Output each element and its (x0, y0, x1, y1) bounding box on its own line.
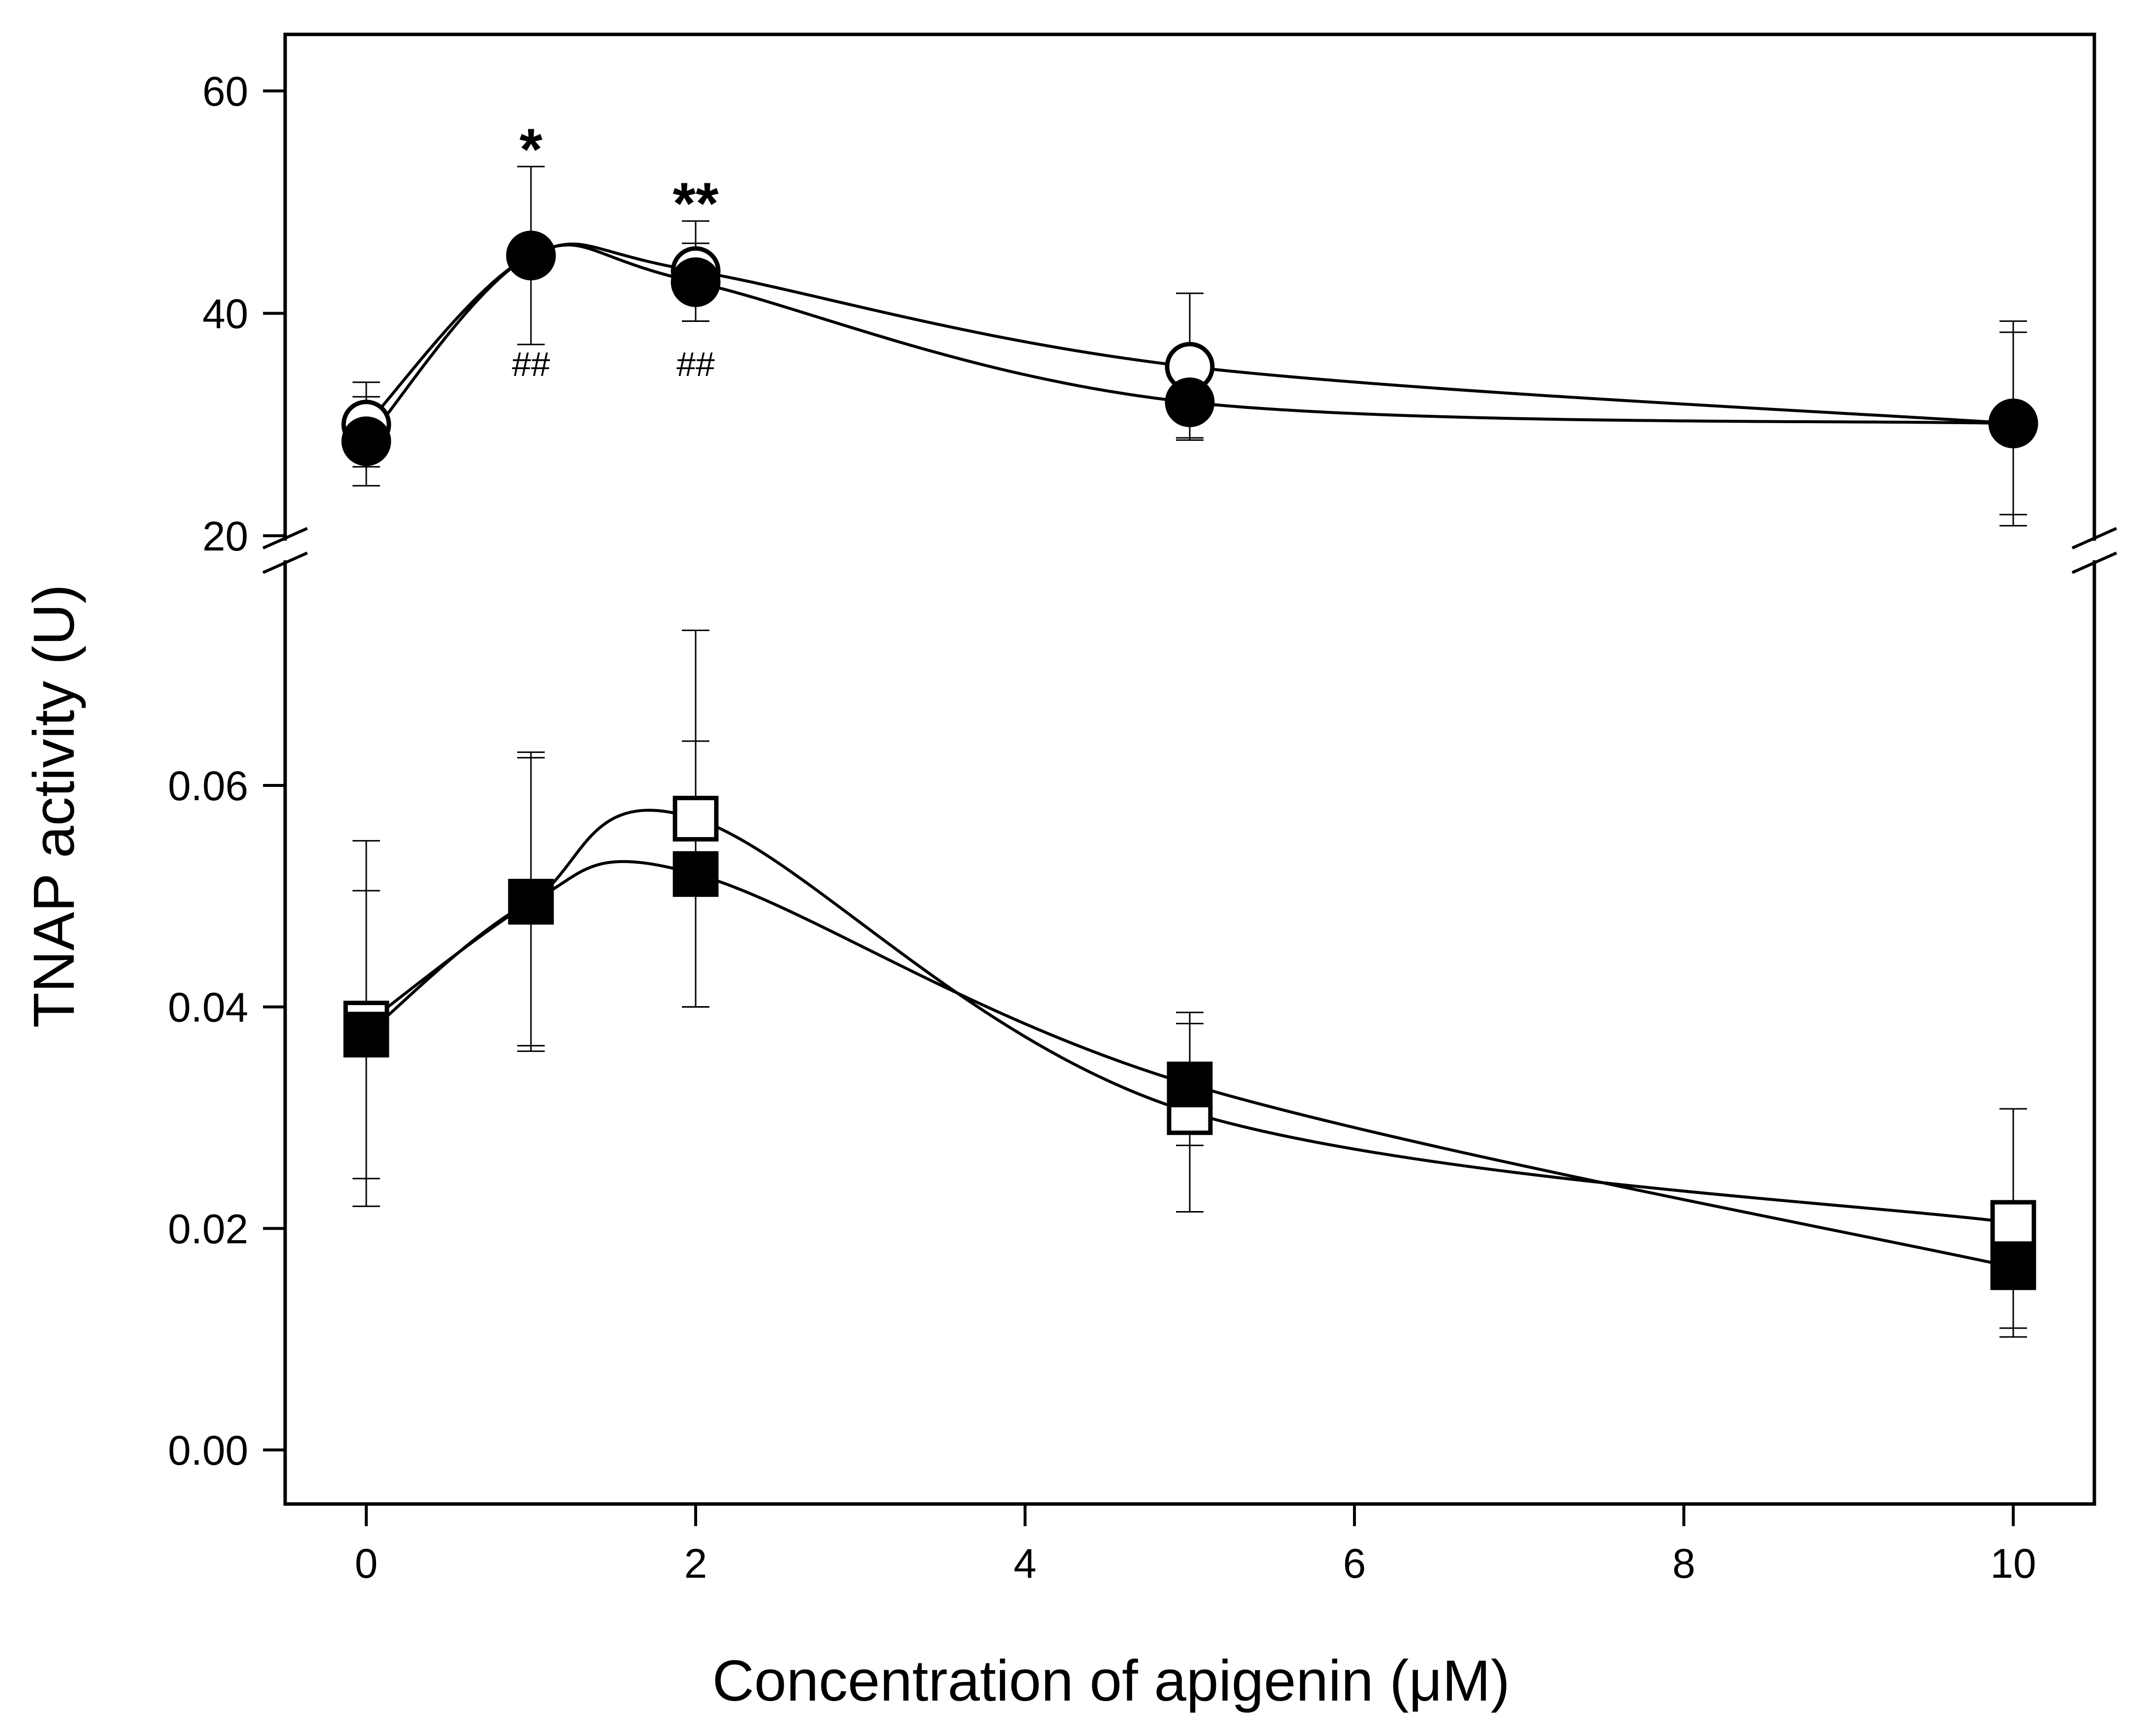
marker-filled-squares (508, 879, 554, 925)
axis-break-mark (262, 551, 308, 574)
axis-break-mark (2071, 527, 2117, 550)
x-tick-label: 8 (1673, 1540, 1696, 1587)
marker-open-squares (673, 796, 719, 842)
x-tick-label: 2 (684, 1540, 707, 1587)
marker-filled-squares (1167, 1061, 1213, 1107)
axis-ticks: 0 2 4 6 8 10 20 40 60 0.00 0.02 0.04 0.06 (168, 68, 2036, 1587)
marker-filled-circles (1988, 398, 2038, 448)
y-tick-label-lower: 0.02 (168, 1206, 249, 1252)
frame-upper (283, 32, 2096, 541)
marker-open-squares (1990, 1200, 2036, 1246)
marker-filled-circles (341, 416, 391, 466)
y-tick-label-lower: 0.04 (168, 984, 249, 1031)
y-tick-label-lower: 0.00 (168, 1427, 249, 1474)
significance-hash: ## (676, 345, 715, 383)
marker-filled-circles (671, 257, 721, 307)
marker-filled-squares (673, 851, 719, 897)
x-tick-label: 6 (1343, 1540, 1366, 1587)
x-tick-label: 4 (1014, 1540, 1037, 1587)
x-tick-label: 0 (355, 1540, 378, 1587)
marker-filled-circles (506, 231, 556, 281)
data-markers (341, 231, 2038, 1290)
axis-break-gap (2092, 542, 2096, 559)
x-axis-title: Concentration of apigenin (μM) (712, 1649, 1510, 1713)
marker-filled-squares (1990, 1244, 2036, 1290)
y-tick-label-lower: 0.06 (168, 763, 249, 809)
y-tick-label-upper: 20 (203, 513, 248, 559)
frame-lower (283, 560, 2096, 1506)
axis-break-gap (283, 542, 287, 559)
y-tick-label-upper: 60 (203, 68, 248, 115)
marker-filled-squares (343, 1012, 389, 1058)
significance-annotations: ***## ## (512, 116, 719, 383)
x-tick-label: 10 (1990, 1540, 2036, 1587)
fit-curve-filled-circles (365, 243, 2014, 442)
axis-break-mark (2071, 551, 2117, 574)
significance-hash: ## (512, 345, 550, 383)
axis-break-mark (262, 527, 308, 550)
significance-star: * (520, 116, 543, 182)
significance-star: ** (673, 171, 719, 236)
y-axis-title: TNAP activity (U) (22, 584, 87, 1028)
marker-filled-circles (1165, 377, 1215, 427)
y-tick-label-upper: 40 (203, 291, 248, 337)
plot-frame (262, 32, 2117, 1506)
